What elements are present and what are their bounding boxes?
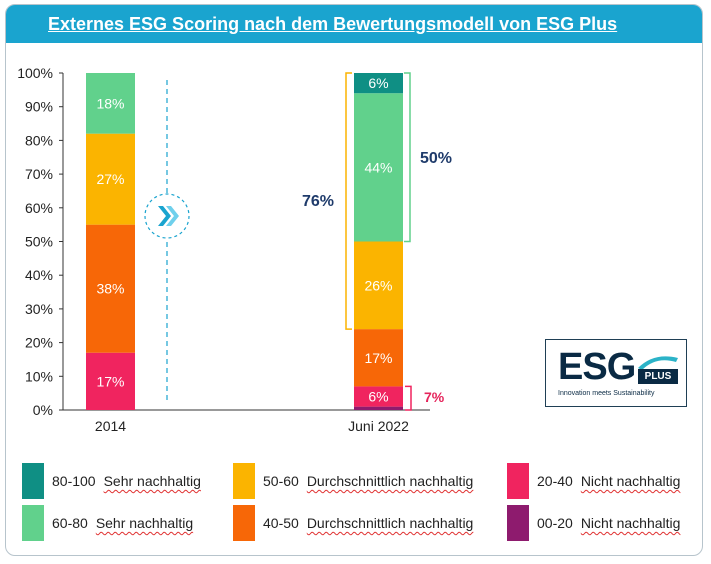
y-tick-label: 50% (25, 234, 53, 250)
bar-segment (354, 386, 403, 407)
bar-segment (354, 329, 403, 387)
bar-segment (354, 406, 403, 410)
y-tick-label: 60% (25, 200, 53, 216)
data-label: 18% (96, 95, 124, 111)
data-label: 38% (96, 281, 124, 297)
annotation-76: 76% (302, 193, 334, 210)
bracket-76 (345, 72, 352, 330)
bar-segment (354, 241, 403, 330)
chart-title-bar: Externes ESG Scoring nach dem Bewertungs… (6, 5, 702, 43)
y-tick-label: 80% (25, 132, 53, 148)
bar-segment (86, 73, 135, 134)
bar-segment (86, 133, 135, 225)
x-tick-label: 2014 (95, 418, 126, 434)
y-tick-label: 100% (17, 65, 53, 81)
bracket-50 (404, 72, 411, 243)
data-label: 27% (96, 171, 124, 187)
bar-segment (86, 224, 135, 353)
y-tick-label: 30% (25, 301, 53, 317)
bar-segment (86, 352, 135, 410)
y-tick-label: 20% (25, 335, 53, 351)
annotation-7: 7% (424, 389, 445, 405)
bar-segment (354, 93, 403, 242)
data-label: 6% (368, 75, 388, 91)
x-tick-label: Juni 2022 (348, 418, 409, 434)
bracket-7 (405, 385, 412, 411)
y-tick-label: 90% (25, 99, 53, 115)
logo-esg-text: ESG (558, 346, 636, 388)
chevron-right-icon-2 (166, 206, 179, 226)
chart-title: Externes ESG Scoring nach dem Bewertungs… (48, 14, 618, 34)
logo-tagline: Innovation meets Sustainability (558, 390, 655, 397)
y-tick-label: 0% (33, 402, 53, 418)
data-label: 17% (364, 350, 392, 366)
data-label: 26% (364, 277, 392, 293)
bar-segment (354, 73, 403, 94)
logo-plus-text: PLUS (638, 369, 678, 384)
y-tick-label: 10% (25, 368, 53, 384)
annotation-50: 50% (420, 150, 452, 167)
y-tick-label: 70% (25, 166, 53, 182)
logo-swoosh (638, 356, 678, 370)
y-tick-label: 40% (25, 267, 53, 283)
data-label: 17% (96, 373, 124, 389)
esg-plus-logo: ESG PLUS Innovation meets Sustainability (545, 339, 687, 407)
data-label: 6% (368, 389, 388, 405)
data-label: 44% (364, 159, 392, 175)
chevron-right-icon (158, 206, 171, 226)
